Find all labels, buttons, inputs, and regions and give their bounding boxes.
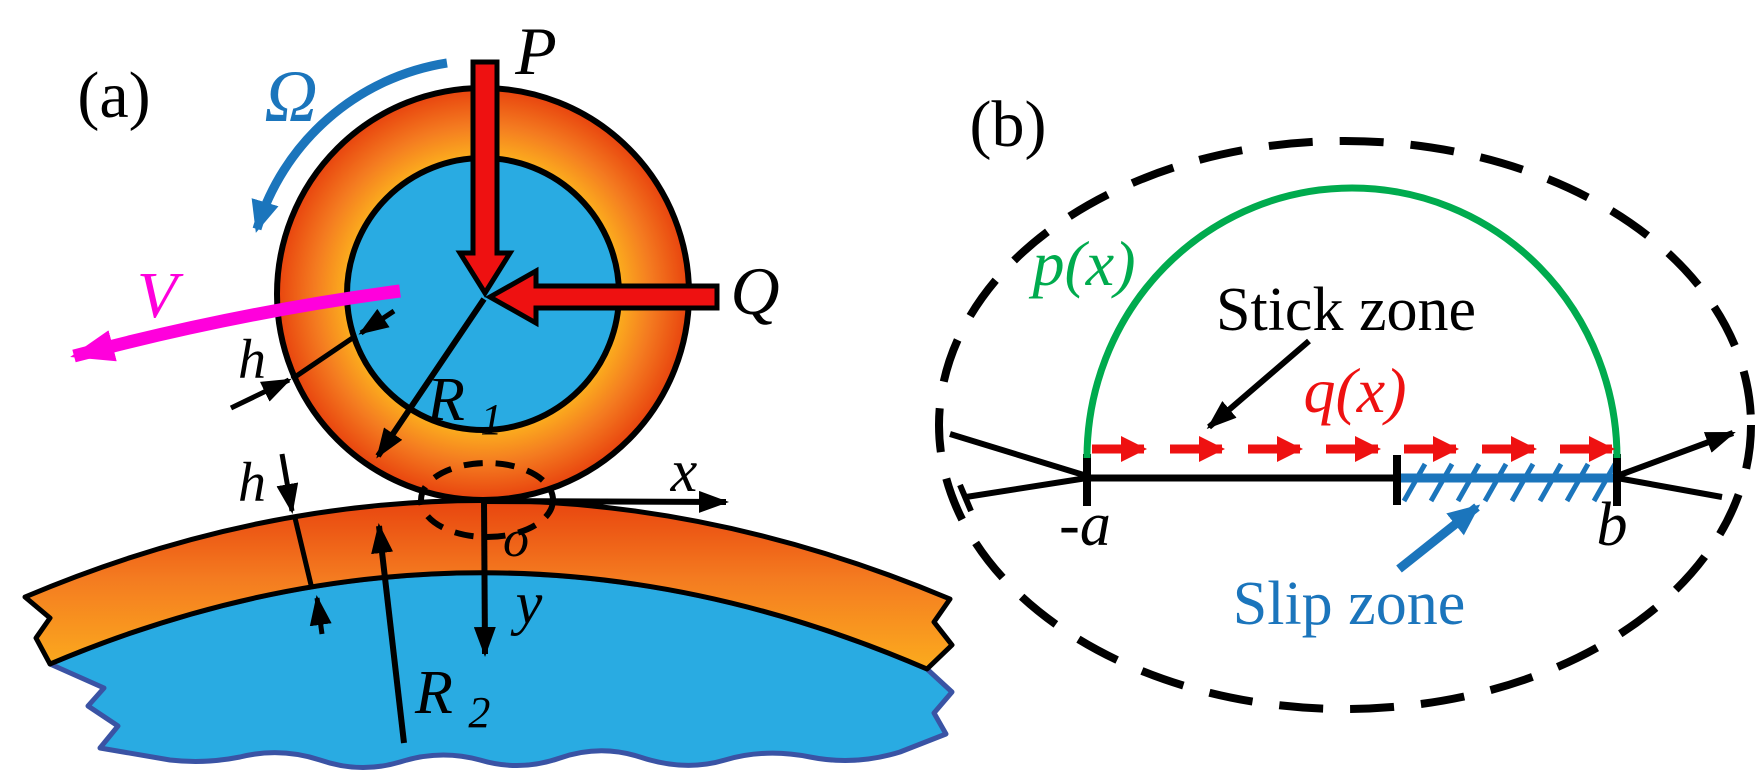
stick-zone-label: Stick zone <box>1216 276 1476 344</box>
shear-label: q(x) <box>1303 355 1406 426</box>
x-axis-label: x <box>670 438 698 504</box>
left-gap-upper-line <box>949 431 1088 479</box>
force-q-label: Q <box>730 253 779 329</box>
velocity-label: V <box>137 259 184 332</box>
force-p-label: P <box>514 13 557 89</box>
r2-radius-line <box>371 523 407 744</box>
panel-b: (b) p(x) Stick zone q(x) -a b Slip zone <box>935 88 1755 713</box>
r1-radius-line <box>375 297 487 459</box>
right-gap-lower-line <box>1616 475 1723 500</box>
y-axis-label: y <box>510 570 543 636</box>
edge-b-label: b <box>1597 491 1628 559</box>
right-gap-upper-line <box>1615 430 1736 479</box>
pressure-curve <box>1083 184 1621 459</box>
left-gap-end-tick <box>957 483 974 513</box>
left-gap-lower-line <box>965 475 1088 500</box>
origin-label: o <box>503 511 529 568</box>
velocity-arrow <box>70 284 401 363</box>
h-upper-label: h <box>238 329 266 391</box>
pressure-label: p(x) <box>1028 228 1135 299</box>
force-p-arrow <box>455 59 515 298</box>
h-upper-inner-arrow <box>358 308 396 336</box>
stick-zone-pointer-arrow <box>1206 338 1311 430</box>
h-upper-cross-line <box>290 334 356 382</box>
r1-base: R <box>426 366 465 434</box>
slip-hatching <box>1401 462 1618 503</box>
force-q-arrow <box>484 266 720 328</box>
h-lower-cross-line <box>292 517 315 590</box>
panel-a-label: (a) <box>77 59 150 132</box>
hatch-line <box>1564 462 1591 503</box>
hatch-line <box>1428 462 1455 503</box>
edge-a-label: -a <box>1059 491 1111 559</box>
x-axis <box>482 490 729 513</box>
omega-rotation-arc <box>251 58 448 233</box>
hatch-line <box>1455 462 1482 503</box>
r1-sub: 1 <box>480 395 502 444</box>
r2-label: R 2 <box>414 659 490 737</box>
zoom-dashed-ellipse <box>935 137 1755 713</box>
h-upper-outer-arrow <box>229 377 292 411</box>
h-lower-label: h <box>238 452 266 514</box>
hatch-line <box>1482 462 1509 503</box>
hatch-line <box>1401 462 1428 503</box>
slip-zone-label: Slip zone <box>1233 570 1465 638</box>
h-lower-dimension <box>276 453 332 635</box>
panel-a: (a) Ω V P Q h h R 1 R 2 x y o <box>22 13 955 770</box>
h-lower-up-arrow <box>309 595 332 635</box>
omega-label: Ω <box>264 56 318 138</box>
h-lower-down-arrow <box>276 453 299 514</box>
panel-b-label: (b) <box>970 88 1047 161</box>
slip-zone-pointer-arrow <box>1396 503 1481 573</box>
hatch-line <box>1537 462 1564 503</box>
y-axis <box>473 499 496 657</box>
hatch-line <box>1509 462 1536 503</box>
hatch-line <box>1591 462 1618 503</box>
r2-base: R <box>414 659 453 727</box>
h-upper-dimension <box>229 308 396 411</box>
r1-label: R 1 <box>426 366 502 444</box>
r2-sub: 2 <box>468 688 490 737</box>
substrate-coating <box>22 498 955 672</box>
